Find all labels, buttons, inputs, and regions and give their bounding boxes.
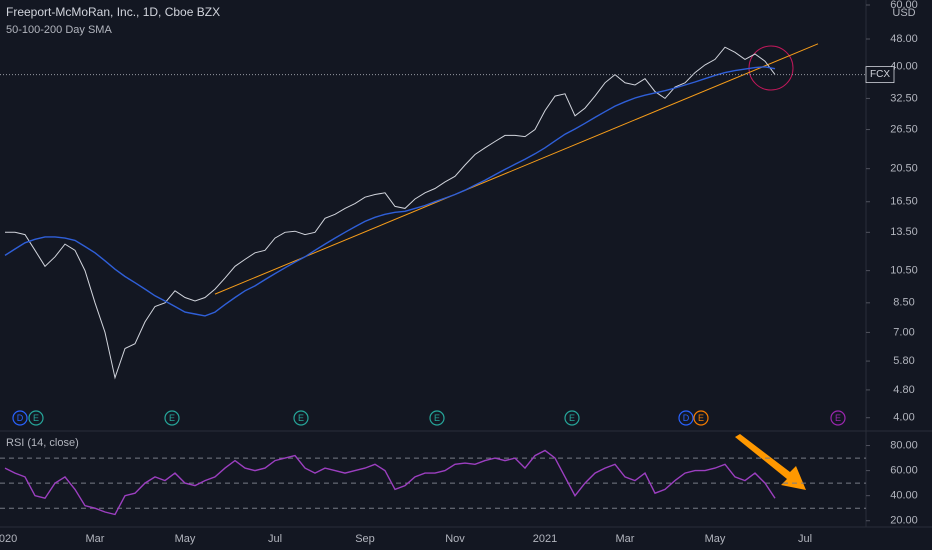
x-tick-label: May (705, 533, 726, 545)
x-tick-label: Jul (798, 533, 812, 545)
currency-label: USD (892, 7, 915, 19)
event-label: E (835, 413, 841, 423)
y-tick-label: 13.50 (890, 226, 918, 238)
event-marker (164, 410, 180, 426)
x-tick-label: Jul (268, 533, 282, 545)
y-tick-label: 60.00 (890, 0, 918, 11)
event-marker (693, 410, 709, 426)
event-label: E (169, 413, 175, 423)
rsi-title: RSI (14, close) (6, 437, 79, 449)
series-line (4, 66, 776, 317)
y-tick-label: 60.00 (890, 465, 918, 477)
event-marker (28, 410, 44, 426)
event-label: E (569, 413, 575, 423)
x-tick-label: Sep (355, 533, 375, 545)
y-tick-label: 10.50 (890, 265, 918, 277)
x-tick-label: Mar (86, 533, 105, 545)
event-label: D (683, 413, 690, 423)
y-tick-label: 40.00 (890, 490, 918, 502)
event-label: D (17, 413, 24, 423)
y-tick-label: 20.00 (890, 515, 918, 527)
y-tick-label: 40.00 (890, 61, 918, 73)
x-tick-label: Nov (445, 533, 465, 545)
y-tick-label: 32.50 (890, 92, 918, 104)
event-marker (429, 410, 445, 426)
y-tick-label: 4.80 (893, 384, 914, 396)
y-tick-label: 4.00 (893, 412, 914, 424)
y-tick-label: 80.00 (890, 439, 918, 451)
y-tick-label: 8.50 (893, 297, 914, 309)
annotation-arrow (735, 434, 806, 490)
event-label: E (298, 413, 304, 423)
x-tick-label: Mar (616, 533, 635, 545)
last-price-box (865, 66, 895, 84)
series-line (5, 46, 776, 380)
event-marker (293, 410, 309, 426)
x-tick-label: 2021 (533, 533, 557, 545)
chart-subtitle: 50-100-200 Day SMA (6, 24, 112, 36)
y-tick-label: 20.50 (890, 163, 918, 175)
event-label: E (698, 413, 704, 423)
event-label: E (33, 413, 39, 423)
event-marker (12, 410, 28, 426)
event-marker (678, 410, 694, 426)
y-tick-label: 48.00 (890, 33, 918, 45)
event-marker (564, 410, 580, 426)
x-tick-label: May (175, 533, 196, 545)
y-tick-label: 5.80 (893, 355, 914, 367)
y-tick-label: 16.50 (890, 196, 918, 208)
event-label: E (434, 413, 440, 423)
last-price-label: FCX (870, 69, 890, 80)
series-line (4, 449, 776, 516)
y-tick-label: 26.50 (890, 123, 918, 135)
y-tick-label: 7.00 (893, 326, 914, 338)
x-tick-label: 2020 (0, 533, 17, 545)
trendline (214, 43, 819, 295)
event-marker (830, 410, 846, 426)
chart-title: Freeport-McMoRan, Inc., 1D, Cboe BZX (6, 5, 220, 19)
